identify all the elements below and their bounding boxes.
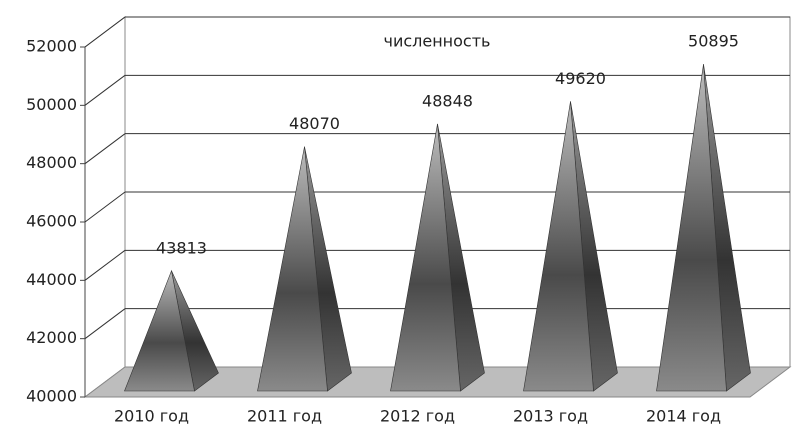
x-tick-label: 2014 год (646, 407, 721, 426)
pyramid-face (656, 64, 727, 392)
y-tick-label: 44000 (26, 270, 77, 289)
value-label: 50895 (688, 32, 739, 51)
value-label: 43813 (156, 238, 207, 257)
x-tick-label: 2011 год (247, 407, 322, 426)
y-tick-label: 50000 (26, 95, 77, 114)
y-tick-label: 48000 (26, 153, 77, 172)
pyramid-face (523, 101, 594, 392)
chart-title: численность (384, 32, 491, 51)
value-label: 48070 (289, 114, 340, 133)
grid-line (84, 308, 126, 340)
pyramid (124, 269, 219, 392)
pyramid-face (390, 123, 461, 392)
value-label: 49620 (555, 69, 606, 88)
value-label: 48848 (422, 91, 473, 110)
grid-line (84, 133, 126, 165)
x-tick-label: 2013 год (513, 407, 588, 426)
y-tick-label: 52000 (26, 37, 77, 56)
x-tick-label: 2012 год (380, 407, 455, 426)
grid-line (84, 191, 126, 223)
y-tick-label: 40000 (26, 387, 77, 406)
grid-line (84, 74, 126, 106)
pyramid-face (257, 146, 328, 392)
y-tick-label: 46000 (26, 212, 77, 231)
grid-line (84, 249, 126, 281)
pyramid-face (124, 269, 195, 392)
pyramid (390, 123, 485, 392)
grid-line (84, 16, 126, 48)
pyramid (257, 146, 352, 392)
pyramid (523, 101, 618, 392)
x-tick-label: 2010 год (114, 407, 189, 426)
pyramid (656, 64, 751, 392)
y-tick-label: 42000 (26, 328, 77, 347)
